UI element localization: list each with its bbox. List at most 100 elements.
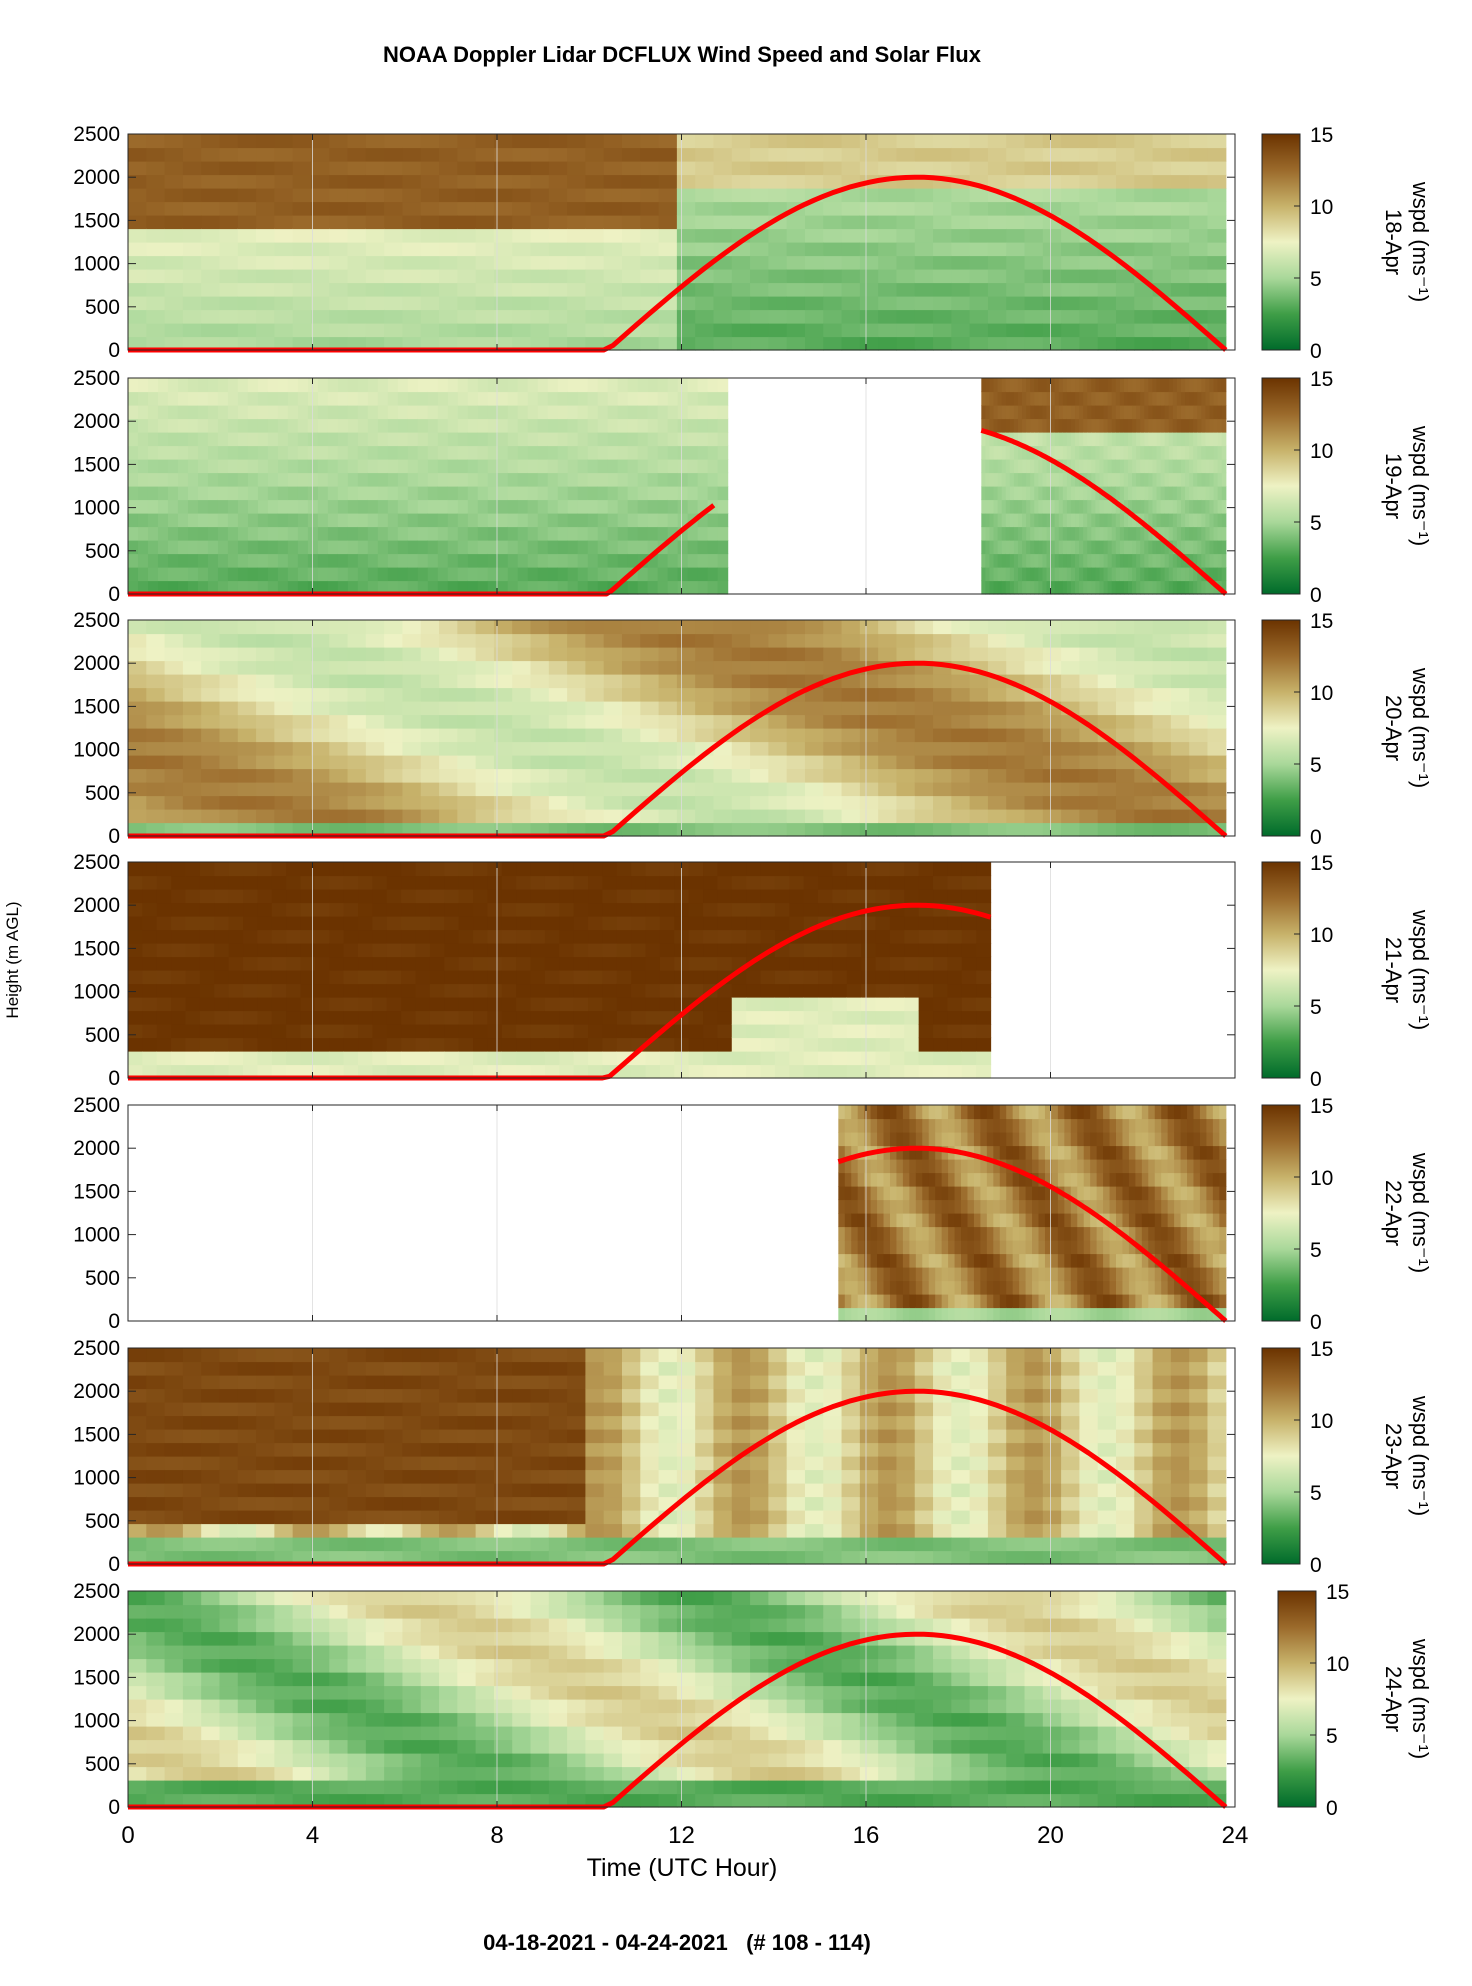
wspd-cell — [417, 499, 429, 514]
wspd-cell — [832, 956, 848, 971]
wspd-cell — [201, 228, 221, 243]
wspd-cell — [1006, 161, 1026, 176]
wspd-cell — [731, 633, 751, 648]
wspd-cell — [458, 970, 474, 985]
wspd-cell — [1005, 540, 1011, 555]
wspd-cell — [227, 418, 239, 433]
wspd-cell — [676, 633, 696, 648]
wspd-cell — [567, 755, 587, 770]
wspd-cell — [768, 782, 788, 797]
wspd-cell — [164, 228, 184, 243]
wspd-cell — [976, 875, 992, 890]
wspd-cell — [372, 970, 388, 985]
wspd-cell — [167, 405, 179, 420]
wspd-cell — [697, 418, 709, 433]
wspd-cell — [1079, 486, 1084, 501]
wspd-cell — [1042, 809, 1062, 824]
wspd-cell — [1097, 147, 1117, 162]
wspd-cell — [512, 741, 532, 756]
wspd-cell — [548, 795, 568, 810]
wspd-cell — [707, 580, 719, 595]
wspd-cell — [567, 782, 587, 797]
wspd-cell — [365, 741, 385, 756]
wspd-cell — [1079, 147, 1099, 162]
wspd-cell — [367, 499, 379, 514]
wspd-cell — [602, 1037, 618, 1052]
wspd-cell — [1022, 459, 1027, 474]
wspd-cell — [933, 916, 949, 931]
wspd-cell — [760, 983, 776, 998]
wspd-cell — [530, 929, 546, 944]
wspd-cell — [384, 188, 404, 203]
wspd-cell — [961, 1051, 977, 1066]
wspd-cell — [1119, 526, 1125, 541]
wspd-cell — [530, 647, 550, 662]
wspd-cell — [1136, 580, 1141, 595]
wspd-cell — [640, 701, 660, 716]
wspd-cell — [875, 970, 891, 985]
wspd-cell — [1164, 445, 1170, 460]
wspd-cell — [530, 741, 550, 756]
wspd-cell — [147, 459, 159, 474]
wspd-cell — [861, 916, 877, 931]
wspd-cell — [1087, 486, 1092, 501]
wspd-cell — [185, 997, 201, 1012]
wspd-cell — [1160, 472, 1166, 487]
wspd-cell — [415, 916, 431, 931]
wspd-cell — [573, 902, 589, 917]
wspd-cell — [458, 862, 474, 877]
y-tick-label: 2500 — [73, 609, 120, 632]
wspd-cell — [147, 567, 159, 582]
wspd-cell — [267, 459, 279, 474]
wspd-cell — [803, 862, 819, 877]
wspd-cell — [256, 755, 275, 770]
wspd-cell — [567, 486, 579, 501]
wspd-cell — [818, 862, 834, 877]
wspd-cell — [1144, 486, 1149, 501]
wspd-cell — [577, 580, 589, 595]
wspd-cell — [1132, 567, 1137, 582]
wspd-cell — [207, 580, 219, 595]
wspd-cell — [427, 391, 439, 406]
wspd-cell — [386, 943, 402, 958]
wspd-cell — [1127, 405, 1133, 420]
wspd-cell — [933, 1064, 949, 1079]
wspd-cell — [1034, 513, 1039, 528]
wspd-cell — [896, 309, 916, 324]
wspd-cell — [467, 391, 479, 406]
wspd-cell — [156, 1051, 172, 1066]
wspd-cell — [128, 929, 143, 944]
wspd-cell — [128, 472, 139, 487]
wspd-cell — [841, 134, 861, 149]
wspd-cell — [832, 997, 848, 1012]
wspd-cell — [548, 768, 568, 783]
wspd-cell — [976, 1010, 992, 1025]
wspd-cell — [1009, 418, 1015, 433]
wspd-cell — [314, 956, 330, 971]
wspd-cell — [437, 553, 449, 568]
wspd-cell — [227, 445, 239, 460]
wspd-cell — [1038, 459, 1044, 474]
wspd-cell — [467, 405, 479, 420]
wspd-cell — [384, 174, 404, 189]
wspd-cell — [402, 336, 422, 351]
wspd-cell — [357, 405, 369, 420]
wspd-cell — [199, 1010, 215, 1025]
wspd-cell — [530, 728, 550, 743]
wspd-cell — [832, 943, 848, 958]
wspd-cell — [1134, 323, 1154, 338]
wspd-cell — [987, 795, 1007, 810]
wspd-cell — [859, 782, 879, 797]
wspd-cell — [493, 336, 513, 351]
wspd-cell — [559, 902, 575, 917]
wspd-cell — [997, 418, 1003, 433]
wspd-cell — [1185, 378, 1190, 393]
wspd-cell — [493, 647, 513, 662]
wspd-cell — [993, 418, 999, 433]
wspd-cell — [607, 553, 619, 568]
wspd-cell — [567, 499, 579, 514]
wspd-cell — [1201, 513, 1207, 528]
wspd-cell — [475, 201, 495, 216]
wspd-cell — [475, 228, 495, 243]
wspd-cell — [981, 540, 986, 555]
